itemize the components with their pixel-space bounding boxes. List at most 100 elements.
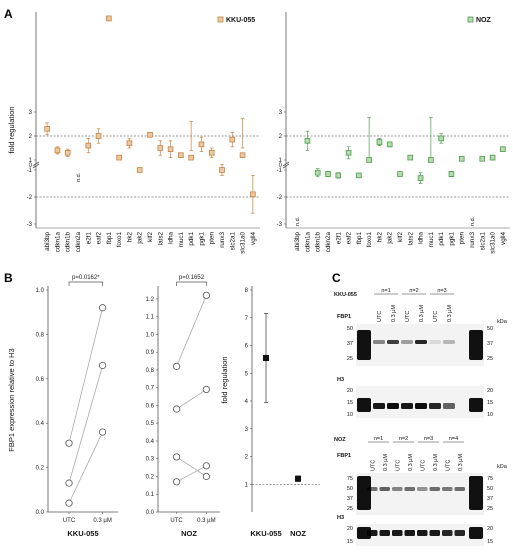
data-point: [65, 479, 73, 487]
data-point: [202, 385, 210, 394]
kda-marker: 75: [347, 476, 353, 482]
y-tick-label: 5: [245, 371, 249, 377]
y-tick-label: 0.8: [36, 332, 45, 338]
lane-label: UTC: [420, 460, 426, 471]
blot-noz-kda: kDa: [497, 464, 508, 470]
lane-label: UTC: [445, 460, 451, 471]
gene-label: pdk1: [438, 232, 445, 246]
data-point: [99, 304, 107, 312]
blot-band: [404, 530, 415, 536]
gene-label: jak2: [137, 232, 144, 245]
legend-marker: [217, 16, 224, 23]
y-tick-label: 1.0: [146, 332, 155, 338]
ladder-band: [469, 330, 483, 360]
panel-b-fold-ylabel: fold regulation: [220, 356, 229, 403]
data-point: [136, 167, 143, 173]
y-tick-label: 3: [279, 110, 283, 116]
y-tick-label: -2: [27, 195, 33, 201]
ladder-band: [357, 527, 371, 539]
gene-label: cdkn1a: [304, 232, 311, 253]
y-tick-label: 0.4: [146, 439, 155, 445]
blot-band: [442, 530, 453, 536]
gene-label: cdkn1b: [65, 232, 72, 253]
data-point: [208, 149, 215, 156]
gene-label: slc2a1: [479, 232, 486, 251]
y-tick-label: 0.3: [146, 457, 155, 463]
y-tick-label: 0.7: [146, 386, 155, 392]
data-point: [44, 126, 50, 132]
gene-label: ldha: [168, 232, 175, 244]
lane-label: UTC: [433, 311, 439, 322]
data-point: [407, 154, 414, 161]
blot-band: [392, 487, 403, 491]
kda-marker: 75: [487, 476, 493, 482]
data-point: [54, 147, 61, 154]
gene-label: e2f1: [335, 232, 342, 245]
x-tick-label: 0.3 µM: [197, 518, 215, 524]
y-tick-label: 2: [279, 134, 283, 140]
data-point: [202, 291, 210, 299]
gene-label: lats2: [157, 232, 164, 246]
blot-band: [373, 403, 385, 409]
data-point: [65, 499, 73, 507]
data-point: [250, 191, 256, 198]
blot-noz-fbp1-membrane: [356, 473, 484, 515]
y-tick-label: 2: [29, 134, 33, 140]
panel-letter-c: C: [332, 271, 341, 285]
legend-label: KKU-055: [226, 17, 255, 24]
replicate-label: n=1: [374, 436, 383, 442]
y-tick-label: -1: [277, 168, 283, 174]
kda-marker: 20: [347, 388, 353, 394]
blot-band: [429, 403, 441, 409]
data-point: [173, 453, 181, 461]
nd-label: n.d.: [76, 172, 82, 182]
kda-marker: 37: [347, 341, 353, 347]
kda-marker: 50: [347, 486, 353, 492]
data-point: [229, 136, 236, 143]
y-tick-label: -3: [27, 222, 33, 228]
series-line: [176, 456, 207, 477]
y-tick-label: 1.2: [146, 297, 155, 303]
blot-band: [415, 403, 427, 409]
gene-label: hk2: [376, 232, 383, 243]
gene-label: pten: [209, 232, 216, 245]
blot-band: [373, 340, 385, 344]
panel-a-ylabel: fold regulation: [7, 106, 16, 153]
lane-label: 0.3 µM: [447, 305, 453, 322]
kda-marker: 20: [487, 526, 493, 532]
blot-kku-fbp1-label: FBP1: [337, 314, 351, 320]
legend-marker: [467, 16, 474, 23]
series-line: [176, 465, 207, 483]
kda-marker: 50: [347, 326, 353, 332]
gene-label: slc31a0: [240, 232, 247, 254]
y-tick-label: 3: [245, 427, 249, 433]
kda-marker: 25: [487, 356, 493, 362]
y-tick-label: 0.9: [146, 350, 155, 356]
blot-band: [443, 340, 455, 344]
x-axis-label: KKU-055: [67, 529, 98, 538]
data-point: [188, 154, 194, 161]
gene-label: slc2a1: [229, 232, 236, 251]
replicate-label: n=2: [399, 436, 408, 442]
data-point: [438, 135, 444, 142]
blot-band: [379, 530, 390, 536]
series-line: [68, 365, 103, 484]
kda-marker: 15: [347, 539, 353, 545]
blot-band: [417, 487, 428, 491]
blot-band: [387, 340, 399, 344]
data-point: [417, 175, 424, 181]
y-tick-label: 0.6: [36, 377, 45, 383]
blot-band: [379, 487, 390, 491]
blot-noz-h3-label: H3: [337, 515, 344, 521]
gene-label: fbp1: [106, 232, 113, 245]
gene-label: cdkn2a: [325, 232, 332, 253]
panel-b-fold-chart: 1 2 3 4 5 6 7 8 KKU-055 NOZ: [245, 286, 320, 538]
panel-a-noz-chart: 3 2 10-1 -2 -3 NOZ n.d. abi3bp cdkn1a cdkn1b cdkn2…: [277, 12, 510, 254]
gene-label: cdkn1b: [315, 232, 322, 253]
blot-band: [404, 487, 415, 491]
gene-label: klf2: [397, 232, 404, 242]
replicate-label: n=3: [424, 436, 433, 442]
panel-a-kku-chart: 3 2 10-1 -2 -3 KKU-055 abi3bp cdkn1a cdkn1b n.d. c…: [27, 12, 260, 254]
replicate-label: n=2: [409, 288, 418, 294]
data-point: [157, 145, 164, 151]
